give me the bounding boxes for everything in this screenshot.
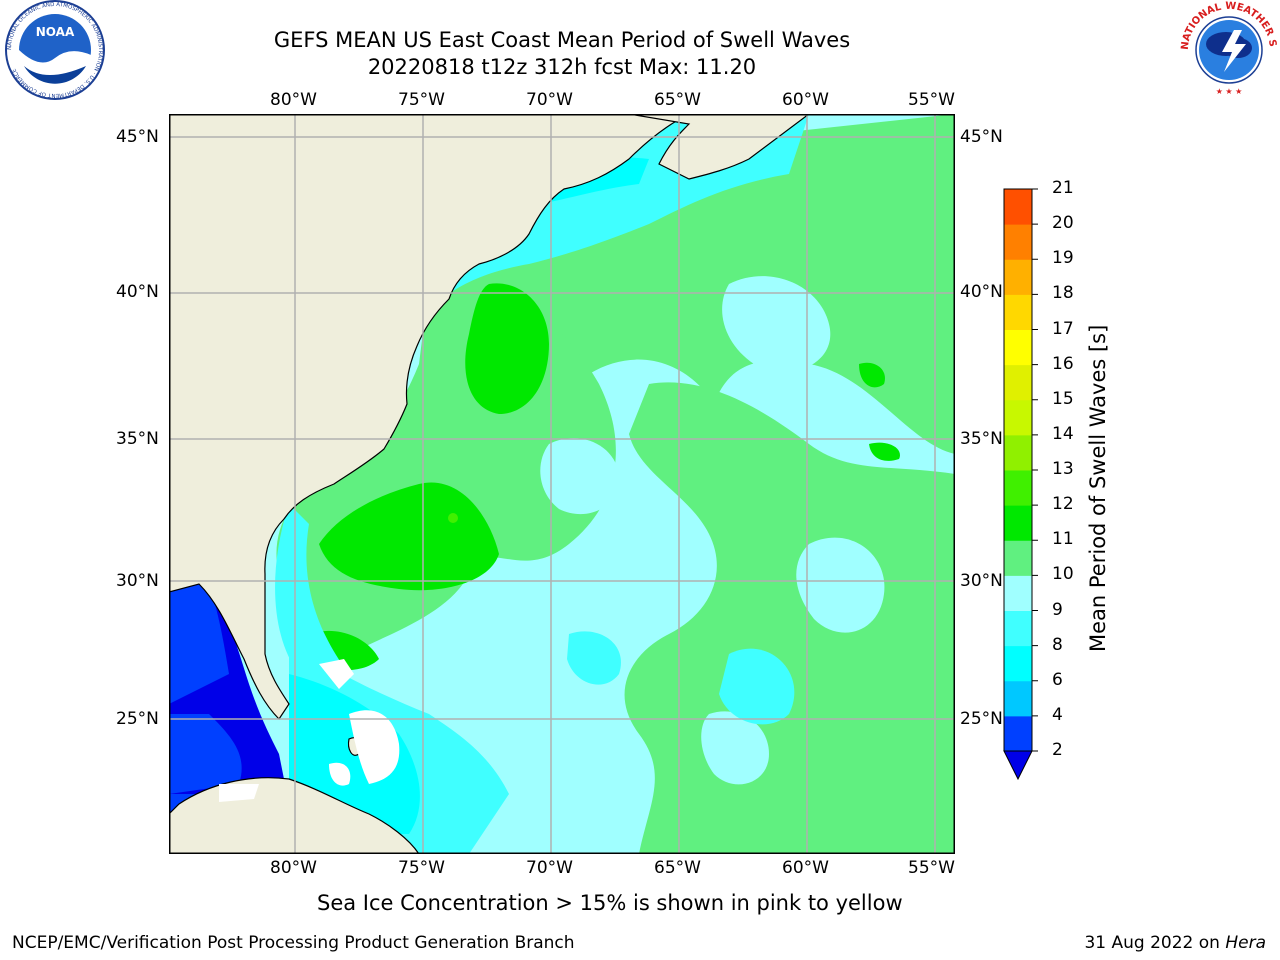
swell-period-map bbox=[169, 114, 955, 854]
colorbar-segment bbox=[1004, 399, 1032, 436]
run-date: 31 Aug 2022 on Hera bbox=[1084, 933, 1266, 953]
colorbar-level-label: 10 bbox=[1052, 564, 1074, 585]
colorbar-segment bbox=[1004, 645, 1032, 682]
colorbar-level-label: 21 bbox=[1052, 178, 1074, 198]
lat-label-right: 35°N bbox=[960, 429, 1003, 449]
run-date-text: 31 Aug 2022 on bbox=[1084, 933, 1220, 953]
sea-ice-note: Sea Ice Concentration > 15% is shown in … bbox=[317, 891, 903, 915]
colorbar-extend-arrow bbox=[1003, 750, 1033, 781]
noaa-logo-text: NOAA bbox=[36, 25, 75, 39]
colorbar-level-label: 9 bbox=[1052, 599, 1063, 620]
colorbar-level-label: 17 bbox=[1052, 318, 1074, 339]
credit-text: NCEP/EMC/Verification Post Processing Pr… bbox=[12, 933, 575, 953]
colorbar-level-label: 2 bbox=[1052, 740, 1063, 760]
colorbar-segment bbox=[1004, 189, 1032, 225]
lon-label-top: 55°W bbox=[908, 90, 955, 110]
colorbar-segment bbox=[1004, 715, 1032, 752]
colorbar-level-label: 6 bbox=[1052, 669, 1063, 690]
lat-label-right: 25°N bbox=[960, 709, 1003, 729]
lon-label-bottom: 55°W bbox=[908, 858, 955, 878]
lon-label-bottom: 75°W bbox=[398, 858, 445, 878]
lat-label-right: 30°N bbox=[960, 571, 1003, 591]
contour-12-13 bbox=[448, 513, 458, 523]
colorbar-level-label: 16 bbox=[1052, 353, 1074, 374]
lon-label-top: 65°W bbox=[654, 90, 701, 110]
colorbar-segment bbox=[1004, 610, 1032, 647]
lat-label-left: 40°N bbox=[116, 282, 159, 302]
map-subtitle: 20220818 t12z 312h fcst Max: 11.20 bbox=[367, 55, 757, 79]
lon-label-top: 75°W bbox=[398, 90, 445, 110]
colorbar-segment bbox=[1004, 434, 1032, 471]
colorbar-segment bbox=[1004, 294, 1032, 330]
no-data-mask bbox=[219, 659, 400, 802]
colorbar-segment bbox=[1004, 364, 1032, 401]
colorbar-level-label: 8 bbox=[1052, 634, 1063, 655]
graticule bbox=[169, 114, 955, 854]
colorbar-segment bbox=[1004, 329, 1032, 366]
lat-label-left: 35°N bbox=[116, 429, 159, 449]
colorbar-level-label: 15 bbox=[1052, 388, 1074, 409]
colorbar-level-label: 11 bbox=[1052, 529, 1074, 550]
lon-label-bottom: 80°W bbox=[270, 858, 317, 878]
lat-label-right: 40°N bbox=[960, 282, 1003, 302]
lon-label-bottom: 65°W bbox=[654, 858, 701, 878]
lat-label-left: 30°N bbox=[116, 571, 159, 591]
colorbar-level-label: 18 bbox=[1052, 283, 1074, 304]
map-title: GEFS MEAN US East Coast Mean Period of S… bbox=[273, 28, 851, 52]
colorbar-segment bbox=[1004, 505, 1032, 541]
colorbar-level-label: 14 bbox=[1052, 423, 1074, 444]
svg-text:★ ★ ★: ★ ★ ★ bbox=[1216, 87, 1243, 96]
lon-label-bottom: 70°W bbox=[526, 858, 573, 878]
lat-label-left: 25°N bbox=[116, 709, 159, 729]
lon-label-top: 60°W bbox=[782, 90, 829, 110]
colorbar bbox=[1003, 188, 1038, 781]
colorbar-level-label: 20 bbox=[1052, 213, 1074, 234]
colorbar-segment bbox=[1004, 680, 1032, 717]
map-frame bbox=[169, 114, 955, 854]
lat-label-left: 45°N bbox=[116, 127, 159, 147]
contour-11-12 bbox=[304, 283, 900, 671]
colorbar-segment bbox=[1004, 470, 1032, 506]
colorbar-segment bbox=[1004, 540, 1032, 576]
colorbar-title: Mean Period of Swell Waves [s] bbox=[1086, 324, 1110, 652]
lon-label-top: 80°W bbox=[270, 90, 317, 110]
lat-label-right: 45°N bbox=[960, 127, 1003, 147]
colorbar-segment bbox=[1004, 575, 1032, 611]
colorbar-segment bbox=[1004, 259, 1032, 295]
colorbar-level-label: 4 bbox=[1052, 704, 1063, 725]
nws-logo: NATIONAL WEATHER SERVICE ★ ★ ★ bbox=[1178, 0, 1278, 98]
noaa-logo: NATIONAL OCEANIC AND ATMOSPHERIC ADMINIS… bbox=[5, 0, 105, 100]
lon-label-top: 70°W bbox=[526, 90, 573, 110]
contour-9-10-patches bbox=[540, 276, 885, 785]
colorbar-level-label: 13 bbox=[1052, 459, 1074, 479]
colorbar-segment bbox=[1004, 224, 1032, 260]
colorbar-level-label: 12 bbox=[1052, 494, 1074, 515]
lon-label-bottom: 60°W bbox=[782, 858, 829, 878]
colorbar-level-label: 19 bbox=[1052, 248, 1074, 269]
machine-name: Hera bbox=[1225, 933, 1266, 953]
